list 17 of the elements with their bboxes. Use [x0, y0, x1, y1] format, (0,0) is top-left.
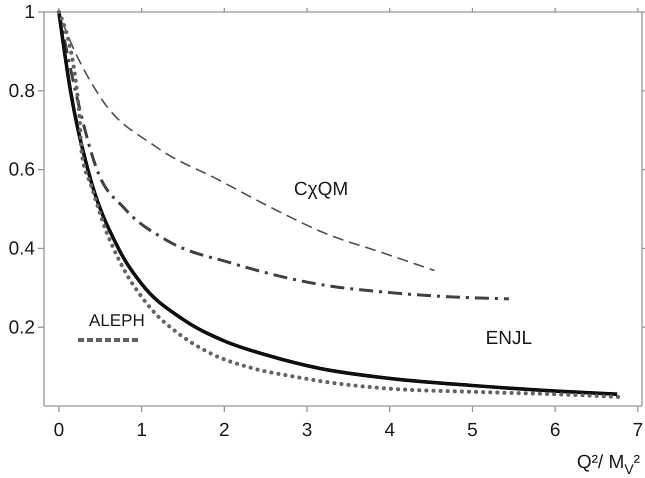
x-tick-label: 4 [384, 420, 396, 441]
x-tick-label: 0 [54, 420, 64, 441]
y-tick-label: 0.6 [8, 160, 35, 181]
series-label: ALEPH [89, 311, 145, 330]
x-tick-label: 5 [467, 420, 478, 441]
series-label: ENJL [486, 328, 532, 349]
x-tick-label: 3 [302, 420, 312, 441]
y-tick-label: 0.8 [8, 80, 35, 102]
x-axis-title: Q²/ M$_{V}$² [576, 452, 640, 477]
y-tick-label: 0.4 [8, 238, 36, 260]
x-tick-label: 7 [632, 420, 644, 441]
x-tick-label: 2 [219, 420, 230, 441]
y-tick-label: 0.2 [8, 317, 35, 338]
x-tick-label: 1 [136, 420, 147, 441]
x-tick-label: 6 [550, 420, 560, 441]
series-label: CχQM [294, 179, 348, 200]
y-tick-label: 1 [24, 2, 35, 24]
